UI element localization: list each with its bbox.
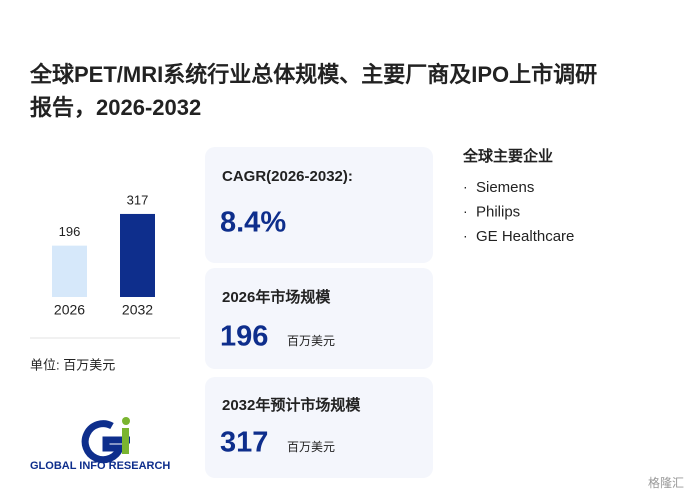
- card-unit: 百万美元: [287, 440, 335, 454]
- cagr-value: 8.4%: [220, 207, 286, 239]
- value-label: 196: [59, 224, 81, 239]
- logo-text: GLOBAL INFO RESEARCH: [30, 460, 170, 472]
- unit-label: 单位: 百万美元: [30, 357, 115, 372]
- card-unit: 百万美元: [287, 334, 335, 348]
- bar: [120, 213, 155, 297]
- card-label: 2032年预计市场规模: [222, 396, 361, 414]
- card-label: 2026年市场规模: [222, 288, 331, 306]
- card: [205, 147, 433, 263]
- company: Philips: [476, 203, 520, 220]
- x-tick-label: 2026: [54, 302, 85, 318]
- bullet: ·: [463, 228, 468, 244]
- card: [205, 268, 433, 369]
- title: 全球PET/MRI系统行业总体规模、主要厂商及IPO上市调研: [29, 62, 597, 87]
- title: 报告，2026-2032: [30, 95, 201, 120]
- logo: [81, 417, 130, 464]
- card-value: 196: [220, 321, 268, 353]
- corner-brand: 格隆汇: [648, 475, 684, 490]
- company: Siemens: [476, 179, 534, 196]
- bullet: ·: [463, 203, 468, 219]
- logo-i: [122, 428, 129, 454]
- company: GE Healthcare: [476, 228, 574, 245]
- companies-title: 全球主要企业: [462, 147, 553, 165]
- value-label: 317: [127, 192, 149, 207]
- logo-dot: [122, 417, 130, 425]
- logo-g: [81, 420, 130, 464]
- bar: [52, 245, 87, 297]
- card-value: 317: [220, 427, 268, 459]
- bullet: ·: [463, 179, 468, 195]
- card-label: CAGR(2026-2032):: [222, 168, 353, 185]
- x-tick-label: 2032: [122, 302, 153, 318]
- card: [205, 377, 433, 478]
